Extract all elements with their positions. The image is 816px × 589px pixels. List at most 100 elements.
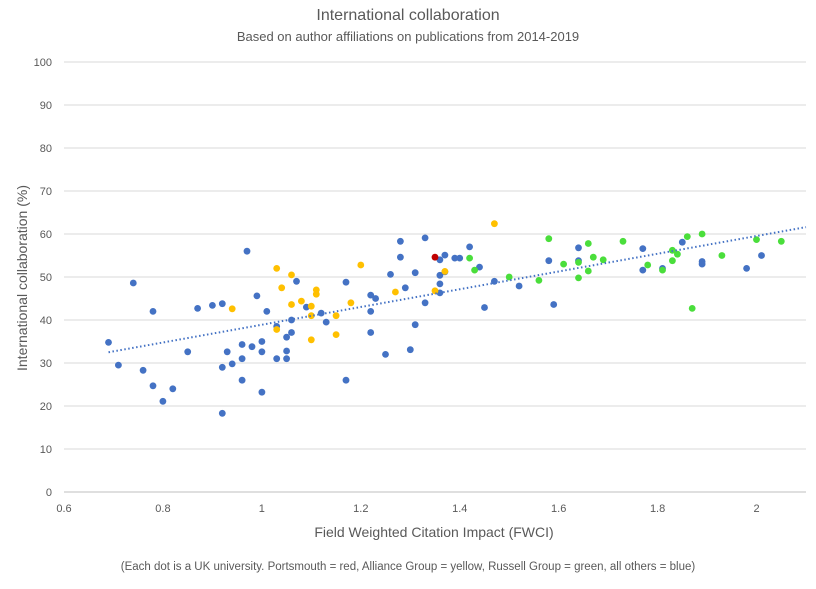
data-point-all-others	[411, 269, 419, 277]
data-point-all-others	[639, 266, 647, 274]
data-point-alliance-group	[307, 312, 315, 320]
data-point-all-others	[545, 257, 553, 265]
data-point-all-others	[743, 265, 750, 272]
data-point-all-others	[372, 295, 379, 302]
data-point-alliance-group	[288, 271, 295, 279]
data-point-russell-group	[644, 261, 652, 269]
data-point-russell-group	[505, 273, 513, 281]
data-point-all-others	[639, 245, 647, 253]
data-point-all-others	[283, 355, 290, 363]
y-tick-label: 0	[46, 487, 52, 499]
y-tick-label: 40	[40, 315, 52, 327]
data-point-all-others	[218, 300, 226, 308]
x-tick-label: 1.8	[650, 503, 665, 515]
data-point-all-others	[169, 385, 177, 393]
data-point-all-others	[515, 282, 523, 290]
chart-footnote: (Each dot is a UK university. Portsmouth…	[121, 561, 696, 573]
data-point-russell-group	[688, 305, 696, 312]
data-point-all-others	[406, 346, 414, 354]
data-point-alliance-group	[307, 336, 315, 344]
data-point-all-others	[436, 271, 444, 279]
data-point-russell-group	[659, 266, 666, 274]
gridlines	[64, 61, 806, 450]
data-point-all-others	[258, 338, 266, 345]
data-point-all-others	[218, 409, 226, 417]
data-point-russell-group	[575, 274, 582, 282]
x-tick-label: 0.8	[155, 503, 170, 515]
y-tick-label: 70	[40, 186, 52, 198]
data-point-russell-group	[683, 233, 691, 241]
x-tick-label: 2	[753, 503, 759, 515]
data-point-all-others	[209, 302, 216, 309]
x-tick-label: 1	[259, 503, 265, 515]
data-point-russell-group	[535, 277, 543, 284]
data-point-all-others	[758, 252, 765, 259]
data-point-all-others	[436, 280, 444, 288]
y-axis-title: International collaboration (%)	[14, 185, 30, 371]
data-point-russell-group	[777, 237, 785, 245]
data-point-alliance-group	[441, 268, 449, 275]
data-point-alliance-group	[431, 287, 439, 295]
data-point-alliance-group	[332, 312, 340, 320]
data-point-russell-group	[584, 240, 592, 247]
data-point-all-others	[283, 347, 290, 355]
data-point-russell-group	[575, 259, 582, 266]
data-point-all-others	[466, 243, 473, 251]
data-point-alliance-group	[298, 297, 305, 305]
x-tick-label: 1.2	[353, 503, 368, 515]
data-point-all-others	[397, 237, 404, 245]
data-point-all-others	[550, 301, 558, 308]
data-point-all-others	[129, 279, 137, 287]
data-point-all-others	[421, 299, 429, 307]
x-tick-label: 0.6	[56, 503, 71, 515]
data-point-russell-group	[753, 236, 760, 244]
data-point-alliance-group	[332, 331, 340, 338]
data-point-all-others	[273, 355, 281, 363]
data-point-all-others	[367, 308, 375, 315]
data-point-alliance-group	[307, 302, 315, 310]
data-point-russell-group	[560, 260, 567, 268]
data-point-all-others	[481, 304, 488, 311]
data-point-russell-group	[599, 256, 607, 264]
y-tick-label: 10	[40, 444, 52, 456]
data-point-alliance-group	[312, 290, 320, 298]
data-point-all-others	[456, 254, 464, 262]
data-point-all-others	[283, 333, 290, 341]
data-point-all-others	[387, 271, 394, 278]
data-point-russell-group	[619, 237, 627, 245]
data-point-all-others	[575, 244, 582, 252]
data-point-russell-group	[466, 254, 473, 262]
data-point-all-others	[476, 263, 483, 271]
data-point-all-others	[149, 382, 157, 390]
chart-title: International collaboration	[316, 7, 499, 24]
data-point-all-others	[293, 277, 300, 285]
data-point-all-others	[411, 321, 419, 329]
data-point-all-others	[105, 339, 112, 346]
data-point-all-others	[258, 388, 266, 396]
data-point-all-others	[139, 366, 147, 374]
y-tick-label: 60	[40, 229, 52, 241]
data-point-alliance-group	[278, 284, 286, 292]
data-point-russell-group	[471, 266, 478, 274]
data-point-all-others	[421, 234, 429, 242]
data-point-all-others	[367, 291, 375, 299]
data-point-all-others	[149, 308, 157, 315]
data-point-russell-group	[589, 253, 597, 261]
data-point-all-others	[441, 251, 449, 259]
y-tick-label: 50	[40, 272, 52, 284]
data-point-all-others	[218, 363, 226, 371]
data-point-alliance-group	[228, 305, 236, 313]
data-point-all-others	[258, 348, 266, 356]
data-points	[105, 220, 785, 417]
data-point-russell-group	[698, 230, 706, 238]
data-point-all-others	[238, 376, 246, 384]
data-point-alliance-group	[357, 261, 365, 269]
x-axis-ticks: 0.6 0.8 1 1.2 1.4 1.6 1.8 2	[56, 503, 759, 515]
trendline	[108, 226, 807, 354]
data-point-portsmouth	[431, 253, 439, 261]
data-point-alliance-group	[392, 288, 399, 296]
data-point-russell-group	[669, 257, 676, 265]
y-tick-label: 20	[40, 401, 52, 413]
x-axis-title: Field Weighted Citation Impact (FWCI)	[314, 524, 553, 540]
y-tick-label: 30	[40, 358, 52, 370]
